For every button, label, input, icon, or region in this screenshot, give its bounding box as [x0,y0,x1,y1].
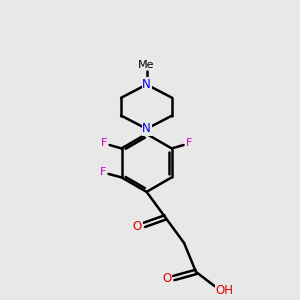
Text: Me: Me [138,60,154,70]
Text: F: F [100,138,107,148]
Text: N: N [142,122,151,135]
Text: F: F [186,138,193,148]
Text: F: F [100,167,106,177]
Text: O: O [162,272,172,284]
Text: O: O [133,220,142,233]
Text: OH: OH [215,284,233,297]
Text: N: N [142,78,151,91]
